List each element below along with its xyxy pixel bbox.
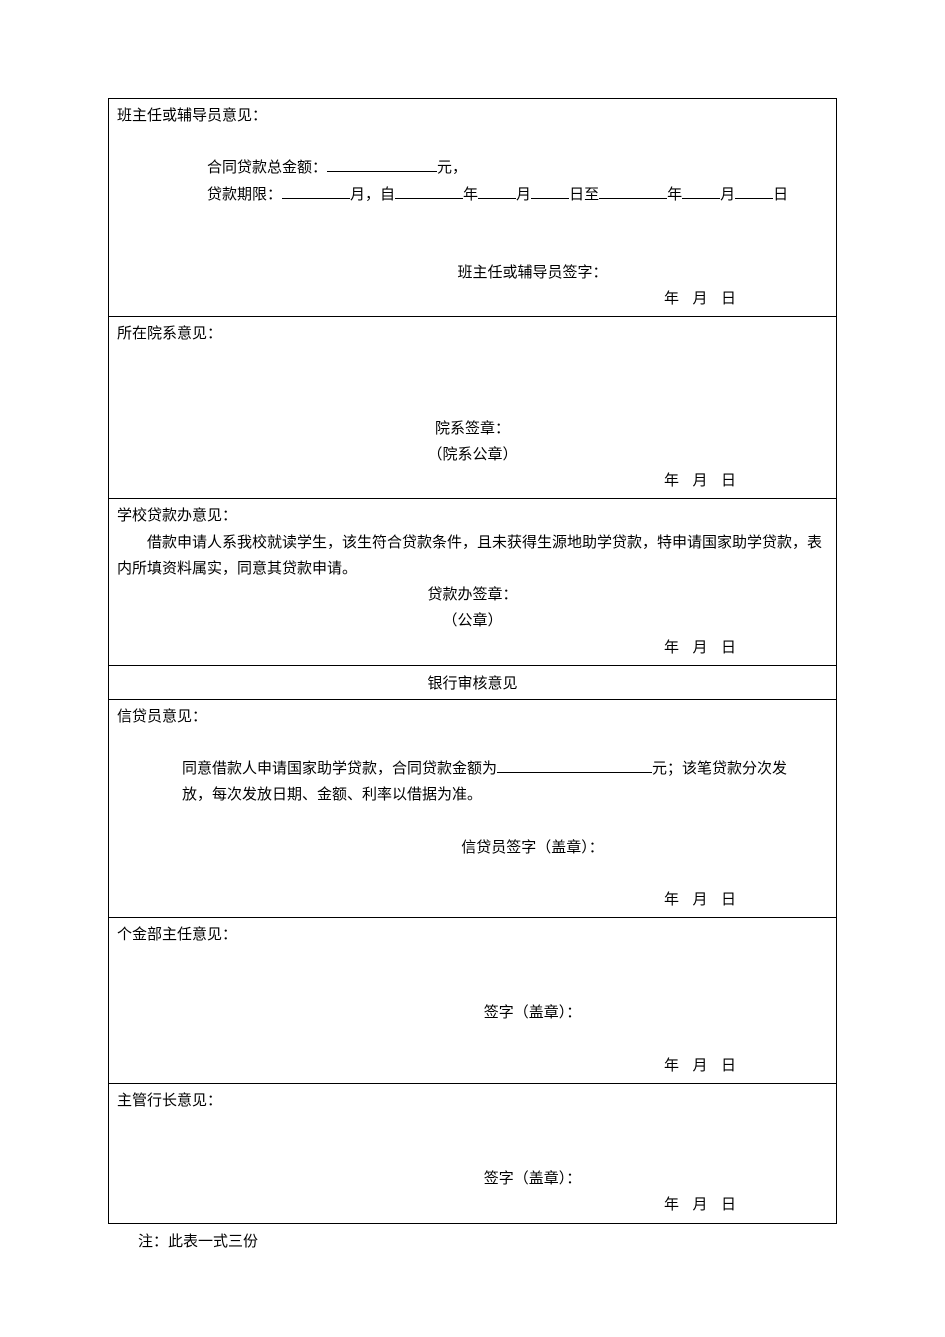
department-section: 所在院系意见： 院系签章： （院系公章） 年 月 日 [109, 317, 836, 498]
school-body: 借款申请人系我校就读学生，该生符合贷款条件，且未获得生源地助学贷款，特申请国家助… [117, 530, 828, 583]
school-title: 学校贷款办意见： [117, 503, 828, 529]
to-day-blank[interactable] [735, 182, 773, 199]
footnote: 注：此表一式三份 [108, 1224, 837, 1251]
dept-head-date-line: 年 月 日 [117, 1053, 828, 1079]
credit-officer-date-line: 年 月 日 [117, 887, 828, 913]
president-title: 主管行长意见： [117, 1088, 828, 1114]
school-date-line: 年 月 日 [117, 635, 828, 661]
dept-head-section: 个金部主任意见： 签字（盖章）： 年 月 日 [109, 918, 836, 1083]
school-sign-label: 贷款办签章： [117, 582, 828, 608]
school-section: 学校贷款办意见： 借款申请人系我校就读学生，该生符合贷款条件，且未获得生源地助学… [109, 499, 836, 665]
department-title: 所在院系意见： [117, 321, 828, 347]
to-year-blank[interactable] [599, 182, 667, 199]
approval-form-table: 班主任或辅导员意见： 合同贷款总金额：元， 贷款期限：月，自年月日至年月日 班主… [108, 98, 837, 1224]
from-day-blank[interactable] [531, 182, 569, 199]
credit-officer-section: 信贷员意见： 同意借款人申请国家助学贷款，合同贷款金额为元；该笔贷款分次发放，每… [109, 700, 836, 917]
dept-head-title: 个金部主任意见： [117, 922, 828, 948]
teacher-term-line: 贷款期限：月，自年月日至年月日 [117, 182, 828, 208]
president-sign-label: 签字（盖章）： [117, 1166, 828, 1192]
to-month-blank[interactable] [682, 182, 720, 199]
teacher-amount-line: 合同贷款总金额：元， [117, 155, 828, 181]
amount-blank[interactable] [327, 156, 437, 173]
credit-officer-body: 同意借款人申请国家助学贷款，合同贷款金额为元；该笔贷款分次发放，每次发放日期、金… [117, 756, 828, 809]
department-stamp-label: （院系公章） [117, 442, 828, 468]
teacher-date-line: 年 月 日 [117, 286, 828, 312]
bank-review-header: 银行审核意见 [109, 666, 836, 699]
president-section: 主管行长意见： 签字（盖章）： 年 月 日 [109, 1084, 836, 1223]
teacher-section: 班主任或辅导员意见： 合同贷款总金额：元， 贷款期限：月，自年月日至年月日 班主… [109, 99, 836, 316]
department-sign-label: 院系签章： [117, 416, 828, 442]
from-year-blank[interactable] [395, 182, 463, 199]
president-date-line: 年 月 日 [117, 1192, 828, 1218]
teacher-title: 班主任或辅导员意见： [117, 103, 828, 129]
credit-officer-title: 信贷员意见： [117, 704, 828, 730]
school-stamp-label: （公章） [117, 608, 828, 634]
term-months-blank[interactable] [282, 182, 350, 199]
department-date-line: 年 月 日 [117, 468, 828, 494]
credit-amount-blank[interactable] [497, 757, 652, 774]
credit-officer-sign-label: 信贷员签字（盖章）： [117, 835, 828, 861]
teacher-sign-label: 班主任或辅导员签字： [117, 260, 828, 286]
dept-head-sign-label: 签字（盖章）： [117, 1000, 828, 1026]
from-month-blank[interactable] [478, 182, 516, 199]
